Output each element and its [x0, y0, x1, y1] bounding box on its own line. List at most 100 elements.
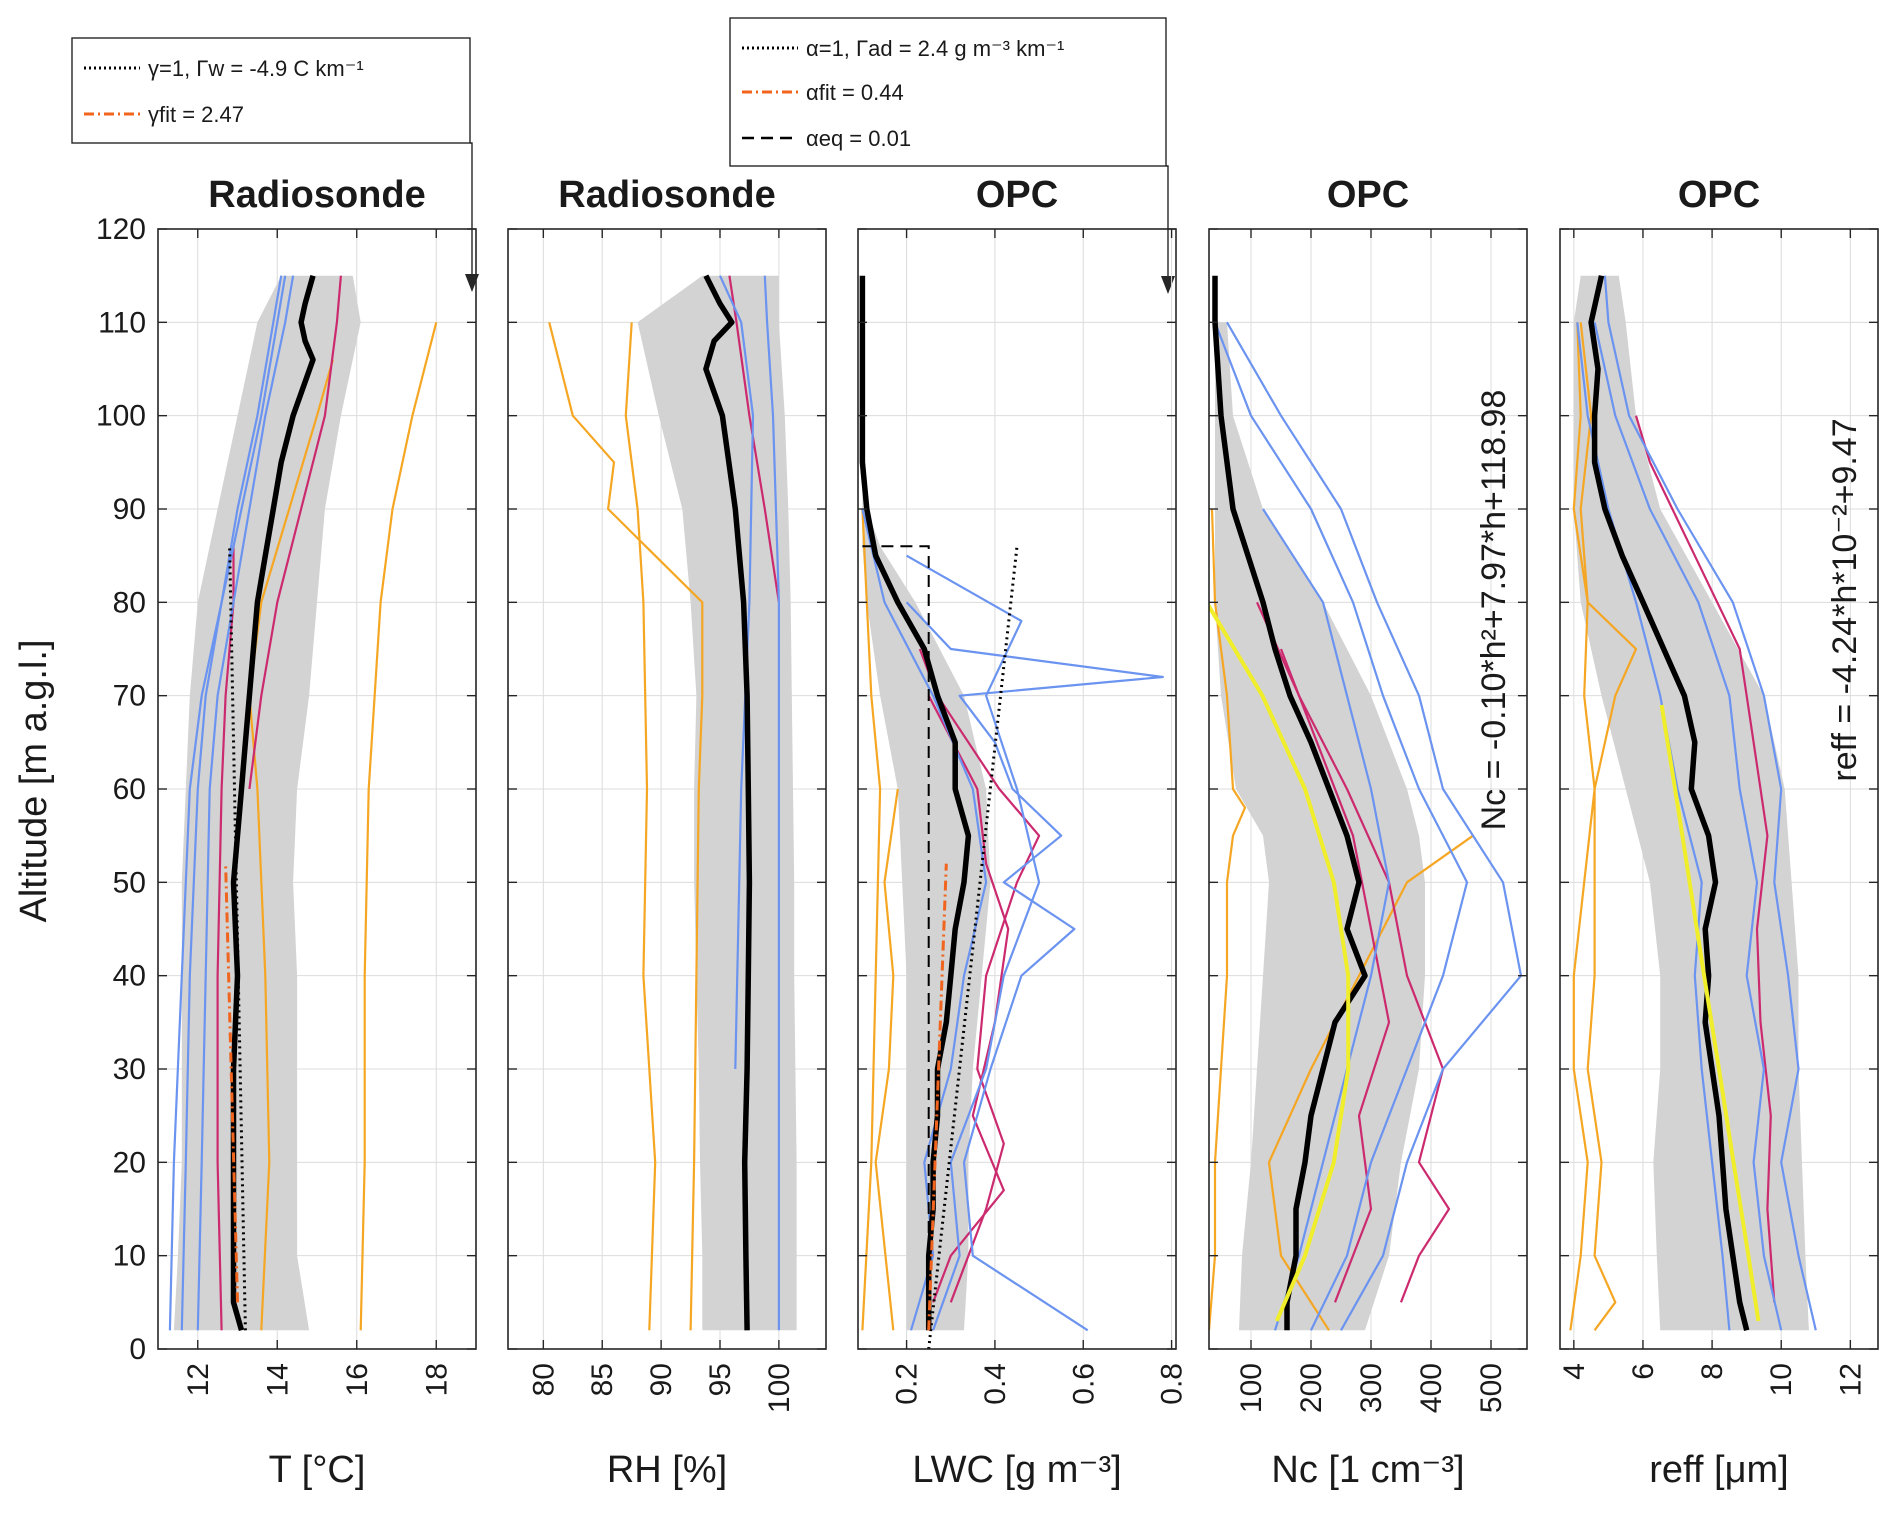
y-tick-label: 100 — [96, 400, 146, 433]
profile-magenta-2 — [1279, 648, 1391, 1303]
x-tick-label: 16 — [341, 1363, 374, 1396]
panels: 0 10 20 30 40 50 60 70 80 90 100 110 120 12 14 16 18 Radi… — [96, 174, 1879, 1491]
x-axis-label: RH [%] — [607, 1449, 727, 1491]
panel-title: OPC — [976, 174, 1058, 216]
x-axis-label: T [°C] — [269, 1449, 366, 1491]
variability-band — [862, 275, 991, 1331]
x-tick-label: 0.4 — [979, 1363, 1012, 1405]
y-tick-label: 40 — [113, 960, 146, 993]
legend-lwc-equilibrium: αeq = 0.01 — [806, 126, 911, 151]
profile-blue-1 — [763, 275, 780, 1331]
x-tick-label: 14 — [261, 1363, 294, 1396]
legend-lwc: α=1, Γad = 2.4 g m⁻³ km⁻¹ αfit = 0.44 αe… — [729, 17, 1167, 167]
x-tick-label: 0.6 — [1067, 1363, 1100, 1405]
x-tick-label: 8 — [1696, 1363, 1729, 1380]
fit-line — [224, 863, 239, 1303]
x-tick-label: 10 — [1765, 1363, 1798, 1396]
panel-3: 0.2 0.4 0.6 0.8 OPC LWC [g m⁻³] — [857, 174, 1189, 1491]
profile-blue-3 — [168, 275, 283, 1331]
fit-line — [1659, 704, 1761, 1322]
variability-band — [173, 275, 361, 1331]
y-tick-label: 0 — [129, 1333, 146, 1366]
y-tick-label: 10 — [113, 1240, 146, 1273]
profile-magenta-1 — [918, 648, 1041, 1303]
fit-line — [927, 863, 948, 1331]
x-tick-label: 100 — [763, 1363, 796, 1413]
x-tick-label: 12 — [182, 1363, 215, 1396]
legend-temperature: γ=1, Γw = -4.9 C km⁻¹ γfit = 2.47 — [71, 37, 471, 144]
reference-line — [927, 546, 1019, 1349]
mean-profile — [859, 275, 972, 1331]
panel-4: 100 200 300 400 500 OPC Nc [1 cm⁻³] Nc = -0.10*… — [1208, 174, 1528, 1491]
x-tick-label: 85 — [586, 1363, 619, 1396]
profile-blue-1 — [1603, 275, 1817, 1331]
profile-orange-1 — [1209, 508, 1247, 1331]
x-tick-label: 0.8 — [1156, 1363, 1189, 1405]
x-tick-label: 18 — [420, 1363, 453, 1396]
panel-title: Radiosonde — [208, 174, 425, 216]
fit-equation-label: reff = -4.24*h*10⁻²+9.47 — [1826, 418, 1864, 781]
x-tick-label: 0.2 — [891, 1363, 924, 1405]
y-tick-label: 70 — [113, 680, 146, 713]
y-tick-label: 50 — [113, 866, 146, 899]
panel-5: 4 6 8 10 12 OPC reff [μm] reff = -4.24*h*10⁻²+9… — [1558, 174, 1879, 1491]
y-tick-label: 120 — [96, 213, 146, 246]
panel-title: OPC — [1327, 174, 1409, 216]
profile-blue-1 — [1226, 321, 1523, 1331]
mean-profile — [703, 274, 753, 1331]
fit-equation-label: Nc = -0.10*h²+7.97*h+118.98 — [1475, 390, 1513, 831]
y-tick-label: 90 — [113, 493, 146, 526]
profile-magenta-2 — [248, 275, 342, 790]
y-tick-label: 20 — [113, 1146, 146, 1179]
profile-blue-2 — [906, 554, 1041, 1331]
panel-title: OPC — [1678, 174, 1760, 216]
x-tick-label: 400 — [1415, 1363, 1448, 1413]
plot-area — [1209, 275, 1523, 1331]
legend-lwc-reference: α=1, Γad = 2.4 g m⁻³ km⁻¹ — [806, 36, 1064, 61]
plot-area — [168, 274, 438, 1332]
profile-blue-1 — [180, 275, 287, 1331]
y-tick-label: 80 — [113, 586, 146, 619]
panel-1: 0 10 20 30 40 50 60 70 80 90 100 110 120 12 14 16 18 Radi… — [96, 174, 477, 1491]
mean-profile — [1588, 275, 1750, 1331]
legend-temp-fit: γfit = 2.47 — [148, 102, 244, 127]
x-tick-label: 100 — [1235, 1363, 1268, 1413]
profile-orange-1 — [624, 322, 657, 1331]
variability-band — [1215, 322, 1425, 1331]
profile-blue-2 — [196, 275, 295, 1331]
plot-area — [859, 275, 1164, 1349]
variability-band — [637, 275, 797, 1331]
equilibrium-line — [862, 545, 930, 1331]
profile-orange-2 — [548, 322, 704, 1331]
x-axis-label: reff [μm] — [1649, 1449, 1788, 1491]
x-axis-label: LWC [g m⁻³] — [912, 1449, 1121, 1491]
plot-area — [1569, 275, 1817, 1331]
profile-blue-2 — [1213, 321, 1469, 1331]
y-tick-label: 60 — [113, 773, 146, 806]
profile-orange-2 — [874, 788, 899, 1331]
profile-blue-3 — [1576, 322, 1731, 1331]
panel-2: 80 85 90 95 100 Radiosonde RH [%] — [507, 174, 827, 1491]
profile-orange-2 — [1579, 322, 1617, 1331]
profile-orange-2 — [1267, 834, 1474, 1331]
profile-blue-2 — [1593, 322, 1783, 1331]
x-tick-label: 80 — [527, 1363, 560, 1396]
x-tick-label: 500 — [1475, 1363, 1508, 1413]
y-axis-label: Altitude [m a.g.l.] — [13, 639, 55, 922]
profile-blue-3 — [1262, 508, 1391, 1331]
y-tick-label: 30 — [113, 1053, 146, 1086]
legend-temp-reference: γ=1, Γw = -4.9 C km⁻¹ — [148, 56, 364, 81]
legend-lwc-fit: αfit = 0.44 — [806, 80, 904, 105]
profile-magenta-1 — [1634, 415, 1776, 1303]
y-tick-label: 110 — [98, 306, 146, 339]
x-axis-label: Nc [1 cm⁻³] — [1271, 1449, 1464, 1491]
x-tick-label: 95 — [704, 1363, 737, 1396]
x-tick-label: 300 — [1355, 1363, 1388, 1413]
profile-blue-2 — [718, 275, 755, 1070]
fit-line — [1209, 602, 1351, 1322]
mean-profile — [1212, 275, 1368, 1331]
x-tick-label: 200 — [1295, 1363, 1328, 1413]
panel-title: Radiosonde — [558, 174, 775, 216]
